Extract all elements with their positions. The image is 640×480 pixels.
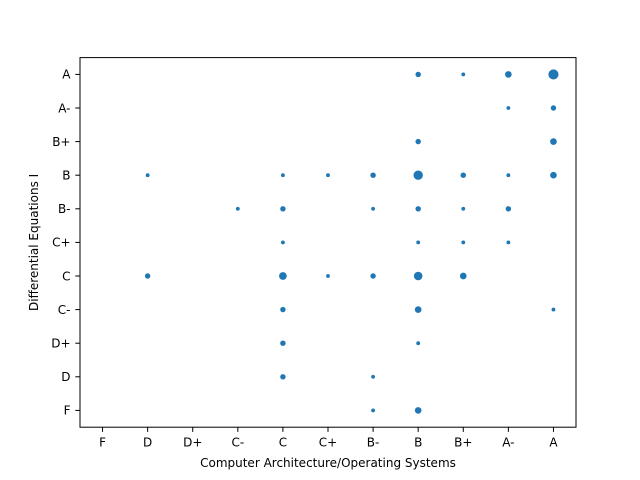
data-point [460,172,466,178]
y-tick-label: B+ [52,135,70,149]
data-point [416,341,421,346]
x-tick-label: C- [231,436,244,450]
data-point [415,138,421,145]
data-point [144,273,151,279]
data-point [371,408,376,413]
data-point [280,340,286,346]
data-point [506,173,511,178]
x-axis-ticks: F D D+ C- C C+ B- B B+ A- A [99,427,558,450]
data-point [279,272,287,280]
plot-area-frame [79,57,577,428]
y-tick-label: B- [58,202,71,216]
x-tick-label: A- [502,436,514,450]
data-point [235,206,240,211]
y-tick-label: D+ [51,337,70,351]
data-point [414,407,422,414]
y-tick-label: C [62,269,70,283]
data-point [548,69,559,80]
y-tick-label: B [62,169,70,183]
y-axis-title: Differential Equations I [27,174,41,311]
data-point [280,173,285,178]
data-point [416,240,421,245]
data-point [461,240,466,245]
data-point [551,307,556,312]
data-point [326,274,330,278]
data-point [550,105,557,111]
x-tick-label: B+ [454,436,472,450]
data-point [506,240,511,245]
data-point [280,374,286,380]
x-tick-label: C [279,436,287,450]
y-tick-label: C- [58,303,71,317]
data-point [414,306,422,313]
data-point [370,273,376,279]
data-point [145,173,150,178]
data-point [461,72,466,77]
data-point [280,206,286,212]
points-layer [144,69,559,414]
y-axis-ticks: F D D+ C- C C+ B- B B+ A- A [51,68,80,418]
x-tick-label: D+ [183,436,202,450]
data-point [413,170,423,180]
data-point [371,374,376,379]
data-point [280,306,286,313]
data-point [370,172,376,178]
x-tick-label: F [99,436,106,450]
x-tick-label: B [414,436,422,450]
data-point [505,71,512,78]
data-point [461,206,466,211]
data-point [415,206,421,212]
data-point [550,138,557,145]
data-point [413,271,423,281]
x-axis-title: Computer Architecture/Operating Systems [200,456,456,470]
data-point [506,106,511,110]
data-point [371,206,376,211]
y-tick-label: A [62,68,71,82]
x-tick-label: C+ [319,436,337,450]
data-point [326,173,330,178]
data-point [459,272,467,280]
data-point [415,71,421,78]
x-tick-label: D [143,436,152,450]
y-tick-label: A- [58,101,70,115]
x-tick-label: B- [367,436,380,450]
data-point [550,171,557,179]
y-tick-label: F [64,404,71,418]
y-tick-label: D [61,370,70,384]
data-point [505,206,512,212]
x-tick-label: A [549,436,558,450]
data-point [280,240,285,245]
y-tick-label: C+ [52,236,70,250]
